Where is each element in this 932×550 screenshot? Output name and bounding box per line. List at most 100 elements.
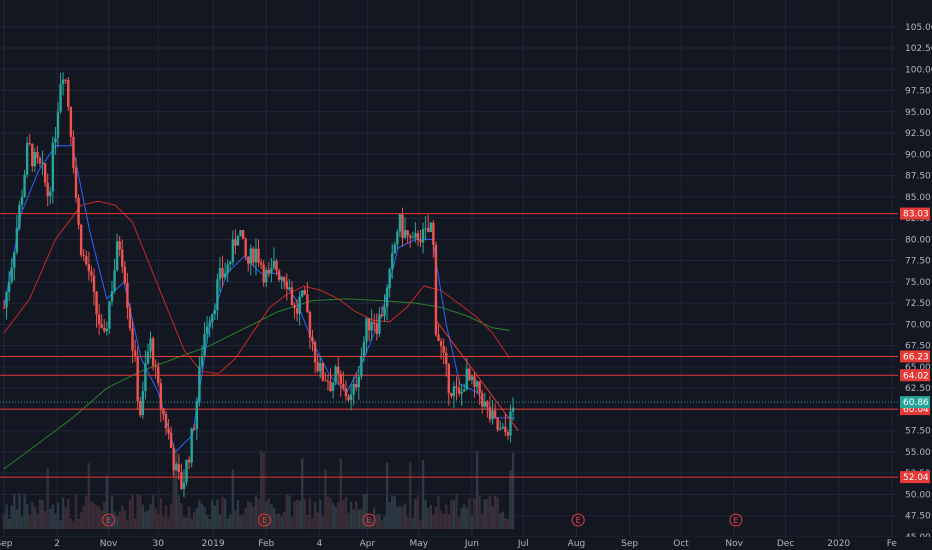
candle-body[interactable] xyxy=(380,314,384,317)
candle-body[interactable] xyxy=(439,340,443,346)
candle-body[interactable] xyxy=(321,363,325,381)
candle-body[interactable] xyxy=(501,426,504,429)
candle-body[interactable] xyxy=(450,392,453,397)
candle-body[interactable] xyxy=(59,84,62,112)
candle-body[interactable] xyxy=(375,323,378,334)
candle-body[interactable] xyxy=(25,143,29,175)
candle-body[interactable] xyxy=(442,345,445,353)
candle-body[interactable] xyxy=(195,401,199,430)
candle-body[interactable] xyxy=(2,307,6,309)
candle-body[interactable] xyxy=(159,383,163,409)
candle-body[interactable] xyxy=(149,338,152,352)
candle-body[interactable] xyxy=(295,307,299,314)
candle-body[interactable] xyxy=(401,214,404,238)
candle-body[interactable] xyxy=(342,384,345,389)
candle-body[interactable] xyxy=(326,380,330,382)
candle-body[interactable] xyxy=(141,391,145,416)
earnings-marker[interactable] xyxy=(362,513,376,527)
candle-body[interactable] xyxy=(319,363,322,372)
candle-body[interactable] xyxy=(285,281,289,290)
candle-body[interactable] xyxy=(223,273,227,278)
downtrend-line[interactable] xyxy=(435,319,519,431)
candle-body[interactable] xyxy=(82,254,85,257)
earnings-marker[interactable] xyxy=(102,513,116,527)
candle-body[interactable] xyxy=(334,366,337,384)
candle-body[interactable] xyxy=(324,380,327,382)
candle-body[interactable] xyxy=(118,241,121,250)
candle-body[interactable] xyxy=(339,373,343,385)
candle-body[interactable] xyxy=(177,464,181,473)
candle-body[interactable] xyxy=(205,326,209,334)
candle-body[interactable] xyxy=(432,222,435,245)
candle-body[interactable] xyxy=(267,270,271,273)
candle-body[interactable] xyxy=(463,389,466,392)
candle-body[interactable] xyxy=(185,459,188,483)
candle-body[interactable] xyxy=(493,410,497,418)
candle-body[interactable] xyxy=(100,324,103,329)
candle-body[interactable] xyxy=(110,291,114,302)
earnings-marker[interactable] xyxy=(258,513,272,527)
candle-body[interactable] xyxy=(352,383,355,395)
candle-body[interactable] xyxy=(236,236,240,246)
candle-body[interactable] xyxy=(414,233,417,238)
candle-body[interactable] xyxy=(421,229,425,243)
candle-body[interactable] xyxy=(121,249,124,267)
candle-body[interactable] xyxy=(411,237,414,239)
candle-body[interactable] xyxy=(61,79,65,85)
candle-body[interactable] xyxy=(419,240,422,243)
candle-body[interactable] xyxy=(154,365,157,367)
candle-body[interactable] xyxy=(203,333,206,356)
candle-body[interactable] xyxy=(465,368,468,390)
candle-body[interactable] xyxy=(254,248,258,263)
candle-body[interactable] xyxy=(200,355,204,367)
candle-body[interactable] xyxy=(249,248,253,264)
candle-body[interactable] xyxy=(198,366,201,402)
candle-body[interactable] xyxy=(87,264,91,272)
candle-body[interactable] xyxy=(409,235,412,238)
candle-body[interactable] xyxy=(218,267,222,280)
candle-body[interactable] xyxy=(424,228,427,230)
candle-body[interactable] xyxy=(10,267,13,282)
candle-body[interactable] xyxy=(403,230,407,238)
candle-body[interactable] xyxy=(511,407,515,412)
candle-body[interactable] xyxy=(475,381,479,387)
candle-body[interactable] xyxy=(187,459,191,463)
candle-body[interactable] xyxy=(108,301,111,329)
candle-body[interactable] xyxy=(67,80,70,107)
candle-body[interactable] xyxy=(288,287,291,290)
candle-body[interactable] xyxy=(64,79,67,81)
candle-body[interactable] xyxy=(470,376,474,381)
candle-body[interactable] xyxy=(460,391,463,394)
candle-body[interactable] xyxy=(290,287,294,305)
candle-body[interactable] xyxy=(337,366,340,374)
candle-body[interactable] xyxy=(172,448,175,471)
candle-body[interactable] xyxy=(131,328,134,351)
candle-body[interactable] xyxy=(157,366,160,384)
candle-body[interactable] xyxy=(396,231,399,245)
time-axis[interactable]: Sep 2 Nov 30 2019 Feb 4 Apr May Jun Jul Aug Sep Oct No… xyxy=(0,537,932,550)
candle-body[interactable] xyxy=(226,264,229,274)
candle-body[interactable] xyxy=(370,322,373,331)
candle-body[interactable] xyxy=(95,291,98,315)
candle-body[interactable] xyxy=(349,394,353,401)
trendline[interactable] xyxy=(435,319,519,431)
candle-body[interactable] xyxy=(259,262,263,265)
candle-body[interactable] xyxy=(56,111,60,138)
candle-body[interactable] xyxy=(103,328,106,332)
candle-body[interactable] xyxy=(306,294,309,312)
candle-body[interactable] xyxy=(367,318,371,331)
candle-body[interactable] xyxy=(20,196,24,205)
candle-body[interactable] xyxy=(28,143,31,145)
candle-body[interactable] xyxy=(452,386,456,397)
candle-body[interactable] xyxy=(388,269,391,288)
candle-body[interactable] xyxy=(221,267,224,278)
candle-body[interactable] xyxy=(262,264,265,283)
candle-body[interactable] xyxy=(329,381,332,391)
candle-body[interactable] xyxy=(365,318,368,342)
candle-body[interactable] xyxy=(90,271,93,276)
candle-body[interactable] xyxy=(360,356,363,377)
candle-body[interactable] xyxy=(229,262,232,265)
candle-body[interactable] xyxy=(316,362,319,372)
candle-body[interactable] xyxy=(308,311,312,338)
candle-body[interactable] xyxy=(175,464,178,471)
